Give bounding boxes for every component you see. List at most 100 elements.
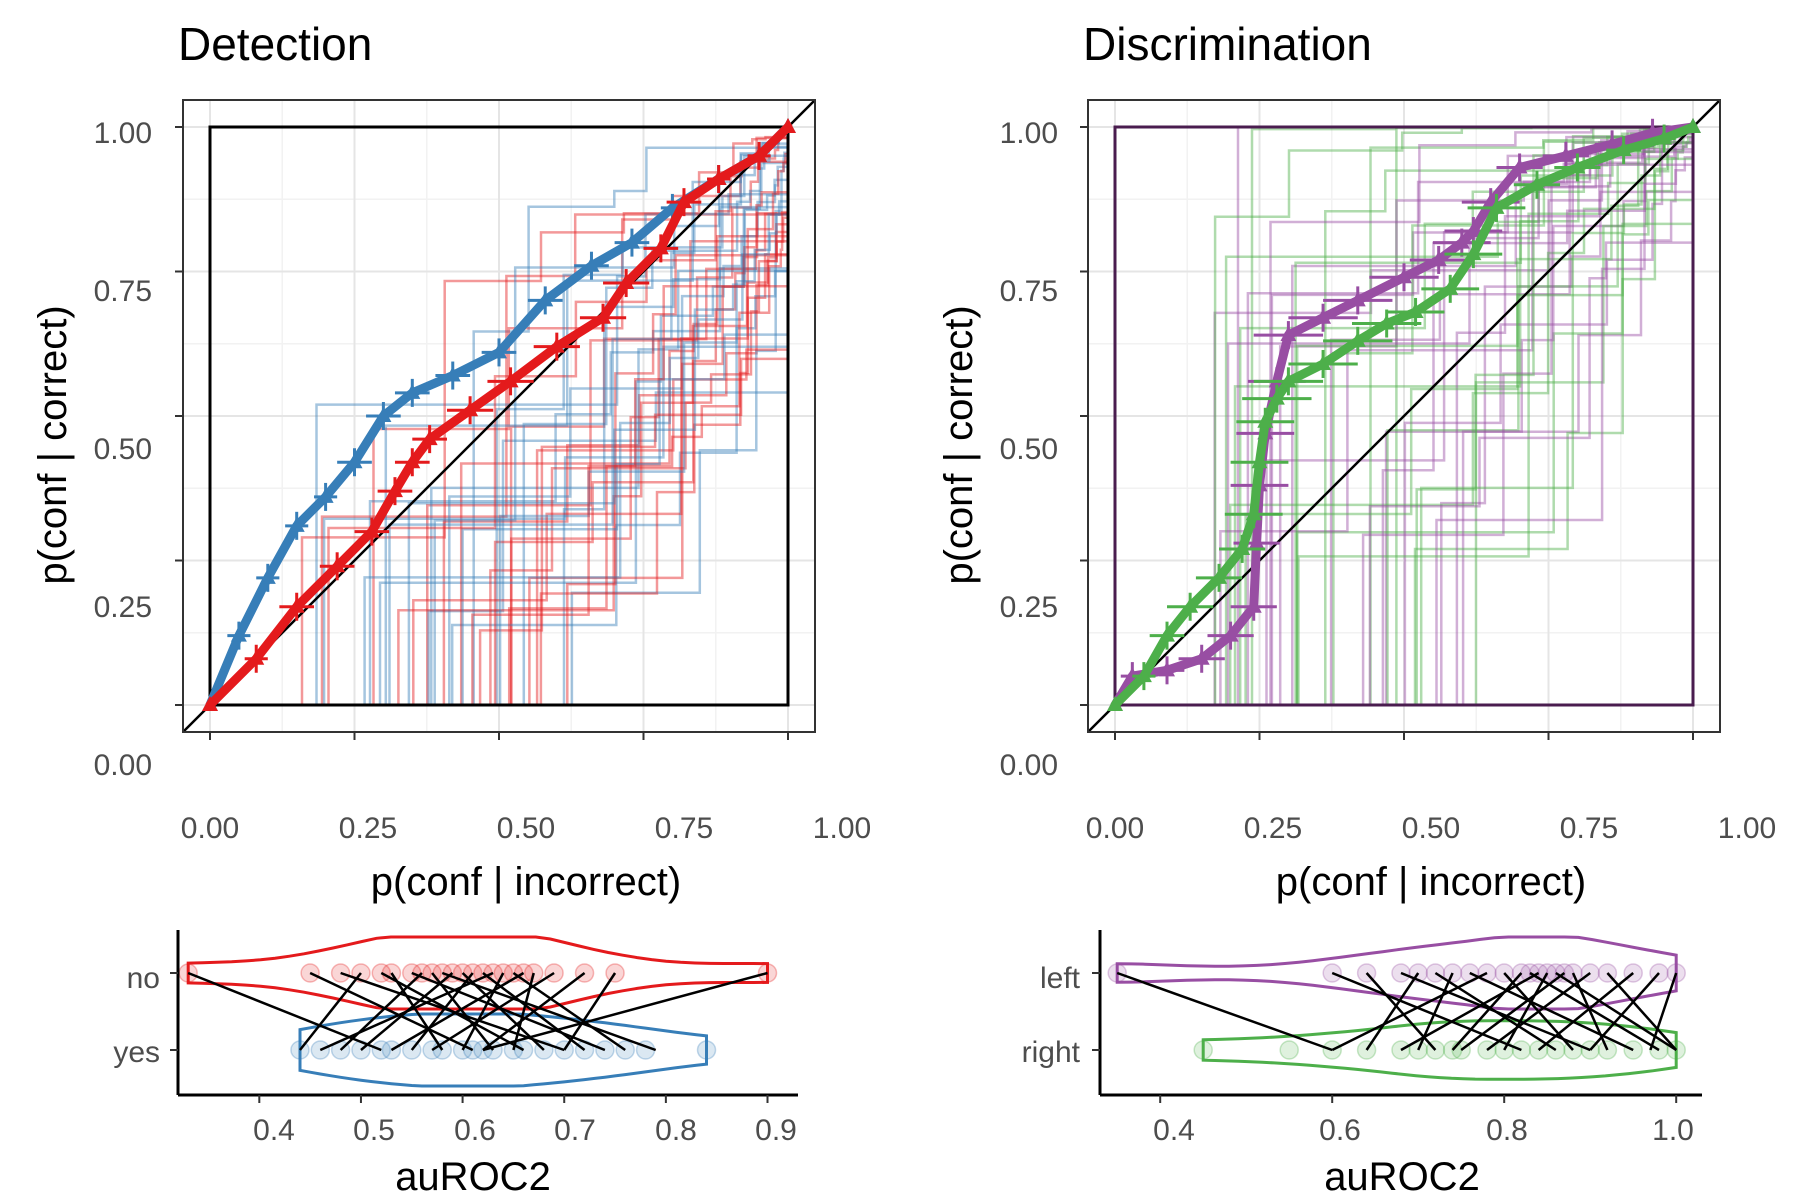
- discrimination-auroc2-x-axis-title: auROC2: [1324, 1155, 1480, 1199]
- detection-x-tick-label: 0.50: [497, 812, 555, 845]
- individual-roc-curve: [1115, 127, 1695, 707]
- roc-point-marker: [1182, 597, 1199, 613]
- subject-point: [1279, 1040, 1299, 1060]
- discrimination-x-tick-label: 0.75: [1560, 812, 1618, 845]
- roc-point-marker: [1378, 314, 1395, 330]
- individual-roc-curve: [210, 127, 790, 707]
- bounding-square: [1113, 125, 1695, 707]
- roc-point-marker: [1430, 250, 1447, 266]
- discrimination-auroc2-x-tick-label: 0.4: [1153, 1114, 1195, 1147]
- detection-auroc2-x-axis-title: auROC2: [395, 1155, 551, 1199]
- discrimination-auroc2-plot: [1092, 930, 1702, 1103]
- roc-point-marker: [1488, 198, 1505, 214]
- roc-point-marker: [491, 343, 507, 359]
- roc-point-marker: [537, 291, 554, 307]
- roc-point-marker: [1685, 118, 1701, 133]
- discrimination-roc-plot: [1080, 99, 1721, 740]
- roc-point-marker: [623, 233, 640, 249]
- individual-roc-curve: [210, 127, 790, 707]
- subject-pair-line: [431, 972, 495, 1051]
- discrimination-auroc2-y-ticks: left right: [1022, 962, 1081, 1069]
- roc-point-marker: [1257, 412, 1274, 428]
- individual-roc-curve: [210, 127, 790, 707]
- individual-roc-curve: [1115, 127, 1695, 707]
- roc-point-marker: [1442, 279, 1459, 295]
- subject-pair-line: [1529, 971, 1660, 1052]
- category-label-yes: yes: [113, 1036, 160, 1069]
- roc-point-marker: [652, 239, 669, 255]
- roc-point-marker: [1159, 661, 1176, 677]
- roc-point-marker: [259, 568, 276, 584]
- discrimination-y-tick-label: 0.75: [1000, 275, 1058, 308]
- detection-y-axis-title: p(conf | correct): [31, 305, 75, 584]
- individual-roc-curve: [210, 127, 790, 707]
- subject-pair-line: [1469, 971, 1634, 1052]
- individual-roc-curve: [210, 127, 790, 707]
- discrimination-x-tick-label: 0.25: [1244, 812, 1302, 845]
- roc-point-marker: [780, 118, 796, 133]
- subject-pair-line: [1503, 972, 1549, 1051]
- subject-pair-line: [512, 972, 535, 1051]
- individual-roc-curve: [1115, 127, 1695, 707]
- roc-point-marker: [346, 453, 363, 469]
- roc-point-marker: [1211, 568, 1228, 584]
- roc-point-marker: [288, 597, 305, 613]
- roc-point-marker: [230, 626, 247, 642]
- individual-roc-curve: [210, 127, 790, 707]
- discrimination-auroc2-x-tick-label: 0.6: [1319, 1114, 1361, 1147]
- subject-pair-line: [1486, 971, 1591, 1052]
- roc-point-marker: [1557, 146, 1574, 162]
- subject-pair-line: [1434, 971, 1557, 1052]
- individual-roc-curve: [1115, 127, 1695, 707]
- roc-point-marker: [202, 696, 218, 711]
- roc-point-marker: [502, 372, 519, 388]
- subject-pair-line: [390, 972, 444, 1051]
- subject-pair-line: [563, 972, 617, 1051]
- roc-point-marker: [329, 557, 346, 573]
- roc-point-marker: [386, 482, 403, 498]
- subject-pair-line: [1331, 971, 1488, 1052]
- roc-point-marker: [404, 383, 421, 399]
- subject-pair-line: [1116, 971, 1333, 1052]
- roc-point-marker: [1465, 245, 1482, 261]
- roc-point-marker: [751, 146, 768, 162]
- subject-pair-line: [1537, 972, 1634, 1051]
- roc-point-marker: [462, 401, 479, 417]
- detection-y-tick-label: 0.50: [94, 433, 152, 466]
- roc-point-marker: [1315, 308, 1332, 324]
- violin-outline: [186, 935, 769, 1011]
- discrimination-x-axis-title: p(conf | incorrect): [1276, 860, 1587, 904]
- detection-x-axis-title: p(conf | incorrect): [371, 860, 682, 904]
- roc-point-marker: [1245, 597, 1262, 613]
- detection-auroc2-x-tick-label: 0.6: [454, 1114, 496, 1147]
- roc-point-marker: [595, 308, 612, 324]
- detection-auroc2-y-ticks: no yes: [113, 962, 160, 1069]
- roc-point-marker: [583, 256, 600, 272]
- roc-point-marker: [1268, 389, 1285, 405]
- subject-pair-line: [431, 971, 555, 1052]
- roc-point-marker: [1528, 175, 1545, 191]
- detection-auroc2-plot: [170, 930, 798, 1103]
- detection-auroc2-x-ticks: 0.4 0.5 0.6 0.7 0.8 0.9: [253, 1114, 797, 1147]
- detection-x-tick-label: 1.00: [813, 812, 871, 845]
- detection-auroc2-x-tick-label: 0.8: [655, 1114, 697, 1147]
- subject-pair-line: [1555, 971, 1677, 1052]
- roc-point-marker: [1511, 158, 1528, 174]
- roc-point-marker: [675, 193, 692, 209]
- detection-roc-x-ticks: 0.00 0.25 0.50 0.75 1.00: [181, 812, 871, 845]
- subject-point: [1193, 1040, 1213, 1060]
- roc-point-marker: [288, 516, 305, 532]
- individual-roc-curve: [210, 127, 790, 707]
- individual-roc-curve: [210, 127, 790, 707]
- individual-roc-curve: [210, 127, 790, 707]
- roc-point-marker: [248, 649, 265, 665]
- individual-roc-curve: [210, 127, 790, 707]
- subject-pair-line: [1451, 972, 1523, 1051]
- mean-roc-curve: [205, 122, 793, 710]
- roc-point-marker: [1656, 129, 1673, 145]
- discrimination-y-tick-label: 0.25: [1000, 591, 1058, 624]
- category-label-left: left: [1040, 962, 1081, 995]
- detection-roc-y-ticks: 1.00 0.75 0.50 0.25 0.00: [94, 117, 152, 782]
- subject-pair-line: [298, 972, 362, 1051]
